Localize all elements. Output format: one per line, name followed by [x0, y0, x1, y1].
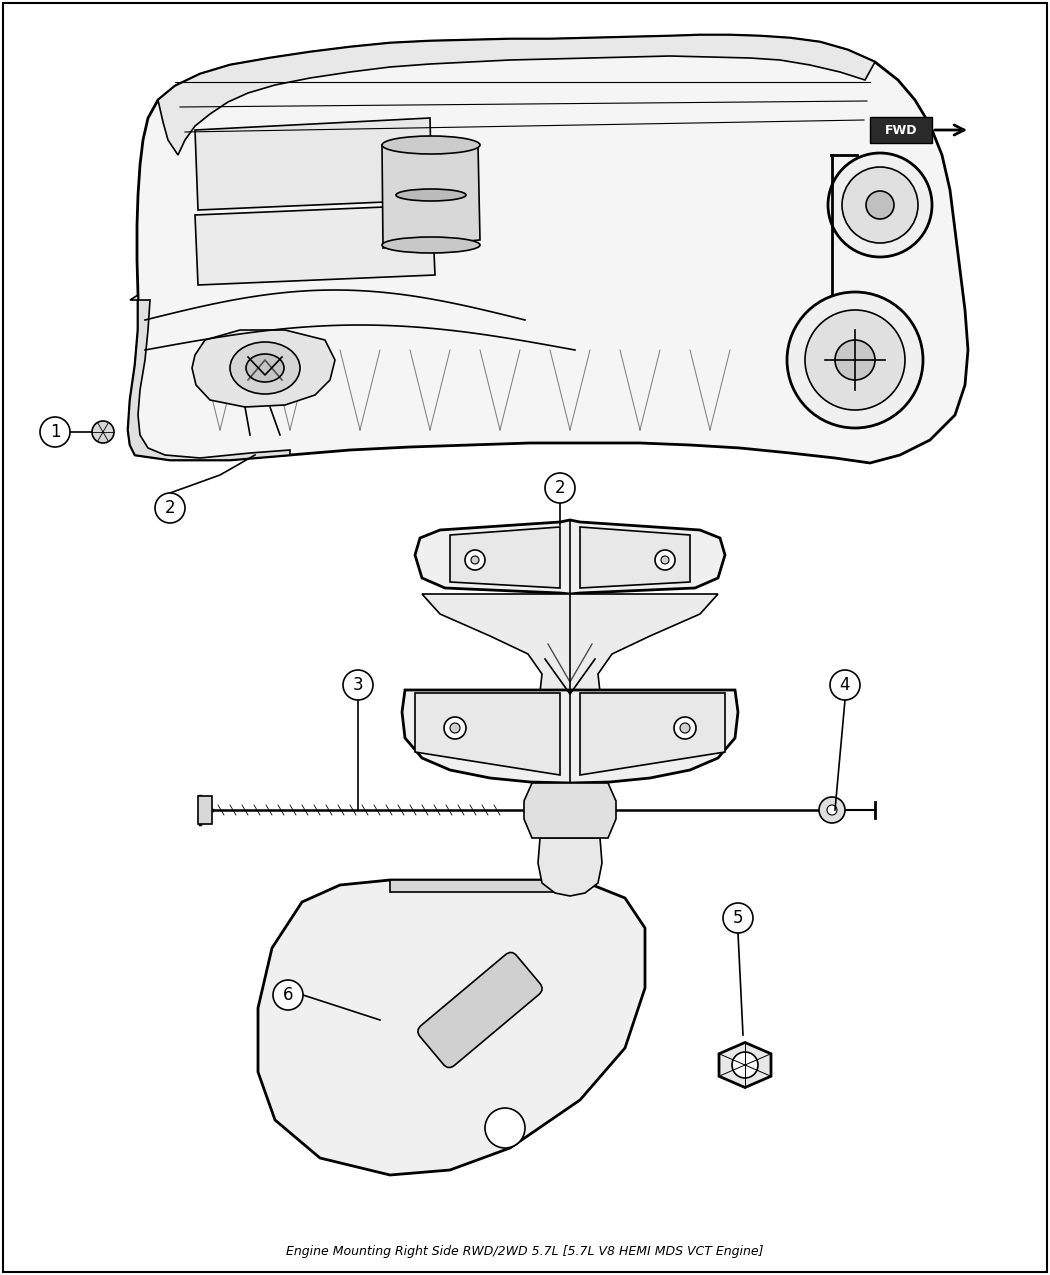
Polygon shape	[415, 694, 560, 775]
Circle shape	[732, 1052, 758, 1077]
Polygon shape	[422, 594, 718, 692]
Ellipse shape	[230, 342, 300, 394]
Text: Engine Mounting Right Side RWD/2WD 5.7L [5.7L V8 HEMI MDS VCT Engine]: Engine Mounting Right Side RWD/2WD 5.7L …	[287, 1244, 763, 1258]
Circle shape	[828, 153, 932, 258]
Circle shape	[788, 292, 923, 428]
Polygon shape	[192, 330, 335, 407]
Circle shape	[655, 550, 675, 570]
Text: 2: 2	[165, 499, 175, 516]
Circle shape	[343, 669, 373, 700]
Polygon shape	[128, 295, 290, 460]
Polygon shape	[390, 880, 580, 892]
Polygon shape	[580, 694, 724, 775]
Polygon shape	[195, 119, 432, 210]
Circle shape	[819, 797, 845, 822]
Polygon shape	[580, 527, 690, 588]
Polygon shape	[195, 205, 435, 286]
Text: 3: 3	[353, 676, 363, 694]
FancyBboxPatch shape	[198, 796, 212, 824]
Polygon shape	[524, 783, 616, 838]
Text: 4: 4	[840, 676, 850, 694]
Polygon shape	[719, 1043, 771, 1088]
Circle shape	[40, 417, 70, 448]
Text: FWD: FWD	[885, 124, 918, 136]
Circle shape	[830, 669, 860, 700]
Polygon shape	[258, 880, 645, 1176]
Ellipse shape	[396, 189, 466, 201]
Text: 2: 2	[554, 479, 565, 497]
Circle shape	[485, 1108, 525, 1148]
Circle shape	[805, 310, 905, 411]
Polygon shape	[402, 690, 738, 783]
Circle shape	[674, 717, 696, 740]
Circle shape	[444, 717, 466, 740]
Polygon shape	[158, 34, 875, 156]
Circle shape	[835, 340, 875, 380]
Circle shape	[545, 473, 575, 504]
Circle shape	[662, 556, 669, 564]
Circle shape	[450, 723, 460, 733]
Circle shape	[842, 167, 918, 244]
Text: 5: 5	[733, 909, 743, 927]
Polygon shape	[450, 527, 560, 588]
Circle shape	[680, 723, 690, 733]
Polygon shape	[538, 838, 602, 896]
Circle shape	[866, 191, 894, 219]
Circle shape	[827, 805, 837, 815]
Ellipse shape	[382, 237, 480, 252]
FancyBboxPatch shape	[418, 952, 542, 1067]
Circle shape	[155, 493, 185, 523]
Circle shape	[723, 903, 753, 933]
Circle shape	[471, 556, 479, 564]
Circle shape	[273, 980, 303, 1010]
Ellipse shape	[382, 136, 480, 154]
Circle shape	[92, 421, 114, 442]
FancyBboxPatch shape	[870, 117, 932, 143]
Text: 6: 6	[282, 986, 293, 1003]
Polygon shape	[415, 520, 724, 594]
Text: 1: 1	[49, 423, 60, 441]
Polygon shape	[128, 34, 968, 463]
Polygon shape	[382, 138, 480, 249]
Ellipse shape	[246, 354, 284, 382]
Circle shape	[465, 550, 485, 570]
